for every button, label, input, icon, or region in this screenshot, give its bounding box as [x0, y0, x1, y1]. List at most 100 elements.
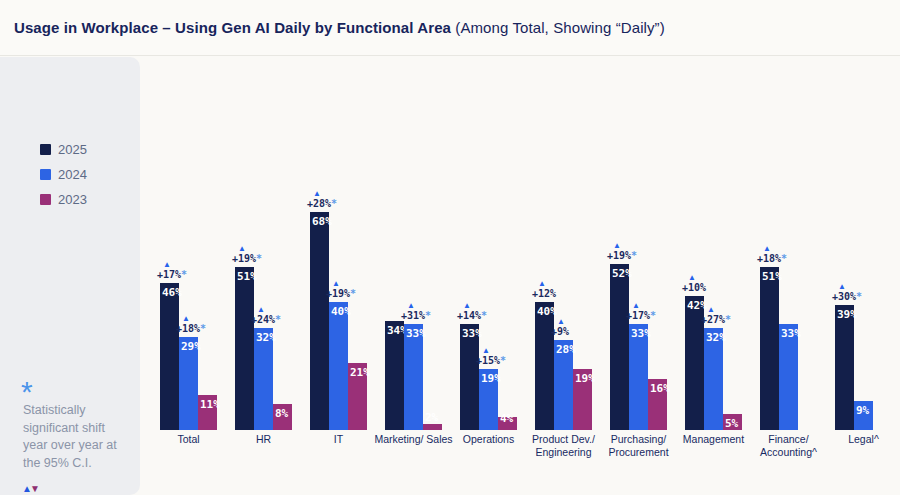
- shift-value: +18%*: [757, 253, 787, 265]
- shift-value: +14%*: [457, 310, 487, 322]
- shift-label: ▲+9%: [551, 317, 569, 338]
- bar-value-label: 19%: [481, 372, 501, 385]
- shift-label: ▲+19%*: [326, 279, 356, 300]
- shift-value: +18%*: [176, 323, 206, 335]
- shift-up-triangle-icon: ▲: [257, 305, 265, 314]
- significance-asterisk: *: [725, 314, 731, 325]
- shift-label: ▲+27%*: [701, 305, 731, 326]
- shift-up-triangle-icon: ▲: [838, 282, 846, 291]
- shift-up-triangle-icon: ▲: [613, 241, 621, 250]
- shift-up-triangle-icon: ▲: [538, 279, 546, 288]
- shift-value: +24%*: [251, 314, 281, 326]
- bar-2025: [160, 283, 179, 430]
- shift-value: +27%*: [701, 314, 731, 326]
- bar-value-label: 16%: [650, 382, 670, 395]
- shift-value: +19%*: [607, 250, 637, 262]
- significance-asterisk: *: [631, 250, 637, 261]
- bar-value-label: 19%: [575, 372, 595, 385]
- bar-2024: [329, 302, 348, 430]
- bar-value-label: 46%: [162, 286, 182, 299]
- bar-value-label: 52%: [612, 267, 632, 280]
- shift-up-triangle-icon: ▲: [163, 260, 171, 269]
- shift-label: ▲+24%*: [251, 305, 281, 326]
- bar-value-label: 39%: [837, 308, 857, 321]
- bar-2025: [760, 267, 779, 430]
- shift-label: ▲+17%*: [157, 260, 187, 281]
- shift-value: +10%: [682, 282, 706, 294]
- shift-label: ▲+12%: [532, 279, 556, 300]
- shift-label: ▲+17%*: [626, 301, 656, 322]
- shift-label: ▲+30%*: [832, 282, 862, 303]
- bar-2025: [835, 305, 854, 430]
- bar-value-label: 68%: [312, 215, 332, 228]
- shift-label: ▲+14%*: [457, 301, 487, 322]
- bar-value-label: 32%: [256, 331, 276, 344]
- shift-up-triangle-icon: ▲: [707, 305, 715, 314]
- shift-label: ▲+19%*: [607, 241, 637, 262]
- shift-value: +12%: [532, 288, 556, 300]
- bar-value-label: 40%: [331, 305, 351, 318]
- bar-value-label: 4%: [500, 412, 513, 425]
- significance-asterisk: *: [781, 253, 787, 264]
- shift-value: +17%*: [157, 269, 187, 281]
- shift-value: +19%*: [232, 253, 262, 265]
- significance-asterisk: *: [500, 355, 506, 366]
- shift-up-triangle-icon: ▲: [313, 189, 321, 198]
- bar-value-label: 2%: [425, 411, 438, 424]
- bar-value-label: 9%: [856, 404, 869, 417]
- shift-up-triangle-icon: ▲: [688, 273, 696, 282]
- shift-up-triangle-icon: ▲: [763, 244, 771, 253]
- bar-value-label: 33%: [406, 327, 426, 340]
- shift-value: +30%*: [832, 291, 862, 303]
- shift-up-triangle-icon: ▲: [182, 314, 190, 323]
- significance-asterisk: *: [275, 314, 281, 325]
- shift-value: +9%: [551, 326, 569, 338]
- bar-value-label: 28%: [556, 343, 576, 356]
- shift-value: +31%*: [401, 310, 431, 322]
- bar-chart: 46%▲+17%*29%▲+18%*11%Total51%▲+19%*32%▲+…: [0, 0, 900, 495]
- category-label: Legal^: [819, 433, 900, 446]
- shift-label: ▲+15%*: [476, 346, 506, 367]
- bar-value-label: 33%: [631, 327, 651, 340]
- bar-value-label: 11%: [200, 398, 220, 411]
- significance-asterisk: *: [650, 310, 656, 321]
- bar-2023: [423, 424, 442, 430]
- shift-up-triangle-icon: ▲: [557, 317, 565, 326]
- bar-2025: [610, 264, 629, 430]
- shift-value: +28%*: [307, 198, 337, 210]
- shift-up-triangle-icon: ▲: [238, 244, 246, 253]
- shift-label: ▲+18%*: [757, 244, 787, 265]
- significance-asterisk: *: [181, 269, 187, 280]
- shift-label: ▲+19%*: [232, 244, 262, 265]
- bar-value-label: 51%: [237, 270, 257, 283]
- shift-value: +15%*: [476, 355, 506, 367]
- significance-asterisk: *: [256, 253, 262, 264]
- bar-value-label: 51%: [762, 270, 782, 283]
- significance-asterisk: *: [200, 323, 206, 334]
- bar-value-label: 8%: [275, 407, 288, 420]
- significance-asterisk: *: [350, 288, 356, 299]
- shift-up-triangle-icon: ▲: [332, 279, 340, 288]
- shift-label: ▲+10%: [682, 273, 706, 294]
- bar-2025: [385, 321, 404, 430]
- bar-value-label: 21%: [350, 366, 370, 379]
- significance-asterisk: *: [425, 310, 431, 321]
- significance-asterisk: *: [331, 198, 337, 209]
- shift-value: +17%*: [626, 310, 656, 322]
- shift-up-triangle-icon: ▲: [632, 301, 640, 310]
- bar-value-label: 5%: [725, 417, 738, 430]
- shift-up-triangle-icon: ▲: [482, 346, 490, 355]
- shift-value: +19%*: [326, 288, 356, 300]
- shift-up-triangle-icon: ▲: [407, 301, 415, 310]
- bar-value-label: 29%: [181, 340, 201, 353]
- significance-asterisk: *: [856, 291, 862, 302]
- shift-up-triangle-icon: ▲: [463, 301, 471, 310]
- bar-value-label: 32%: [706, 331, 726, 344]
- bar-value-label: 33%: [781, 327, 801, 340]
- bar-2025: [235, 267, 254, 430]
- bar-value-label: 33%: [462, 327, 482, 340]
- shift-label: ▲+31%*: [401, 301, 431, 322]
- bar-2025: [310, 212, 329, 430]
- shift-label: ▲+18%*: [176, 314, 206, 335]
- significance-asterisk: *: [481, 310, 487, 321]
